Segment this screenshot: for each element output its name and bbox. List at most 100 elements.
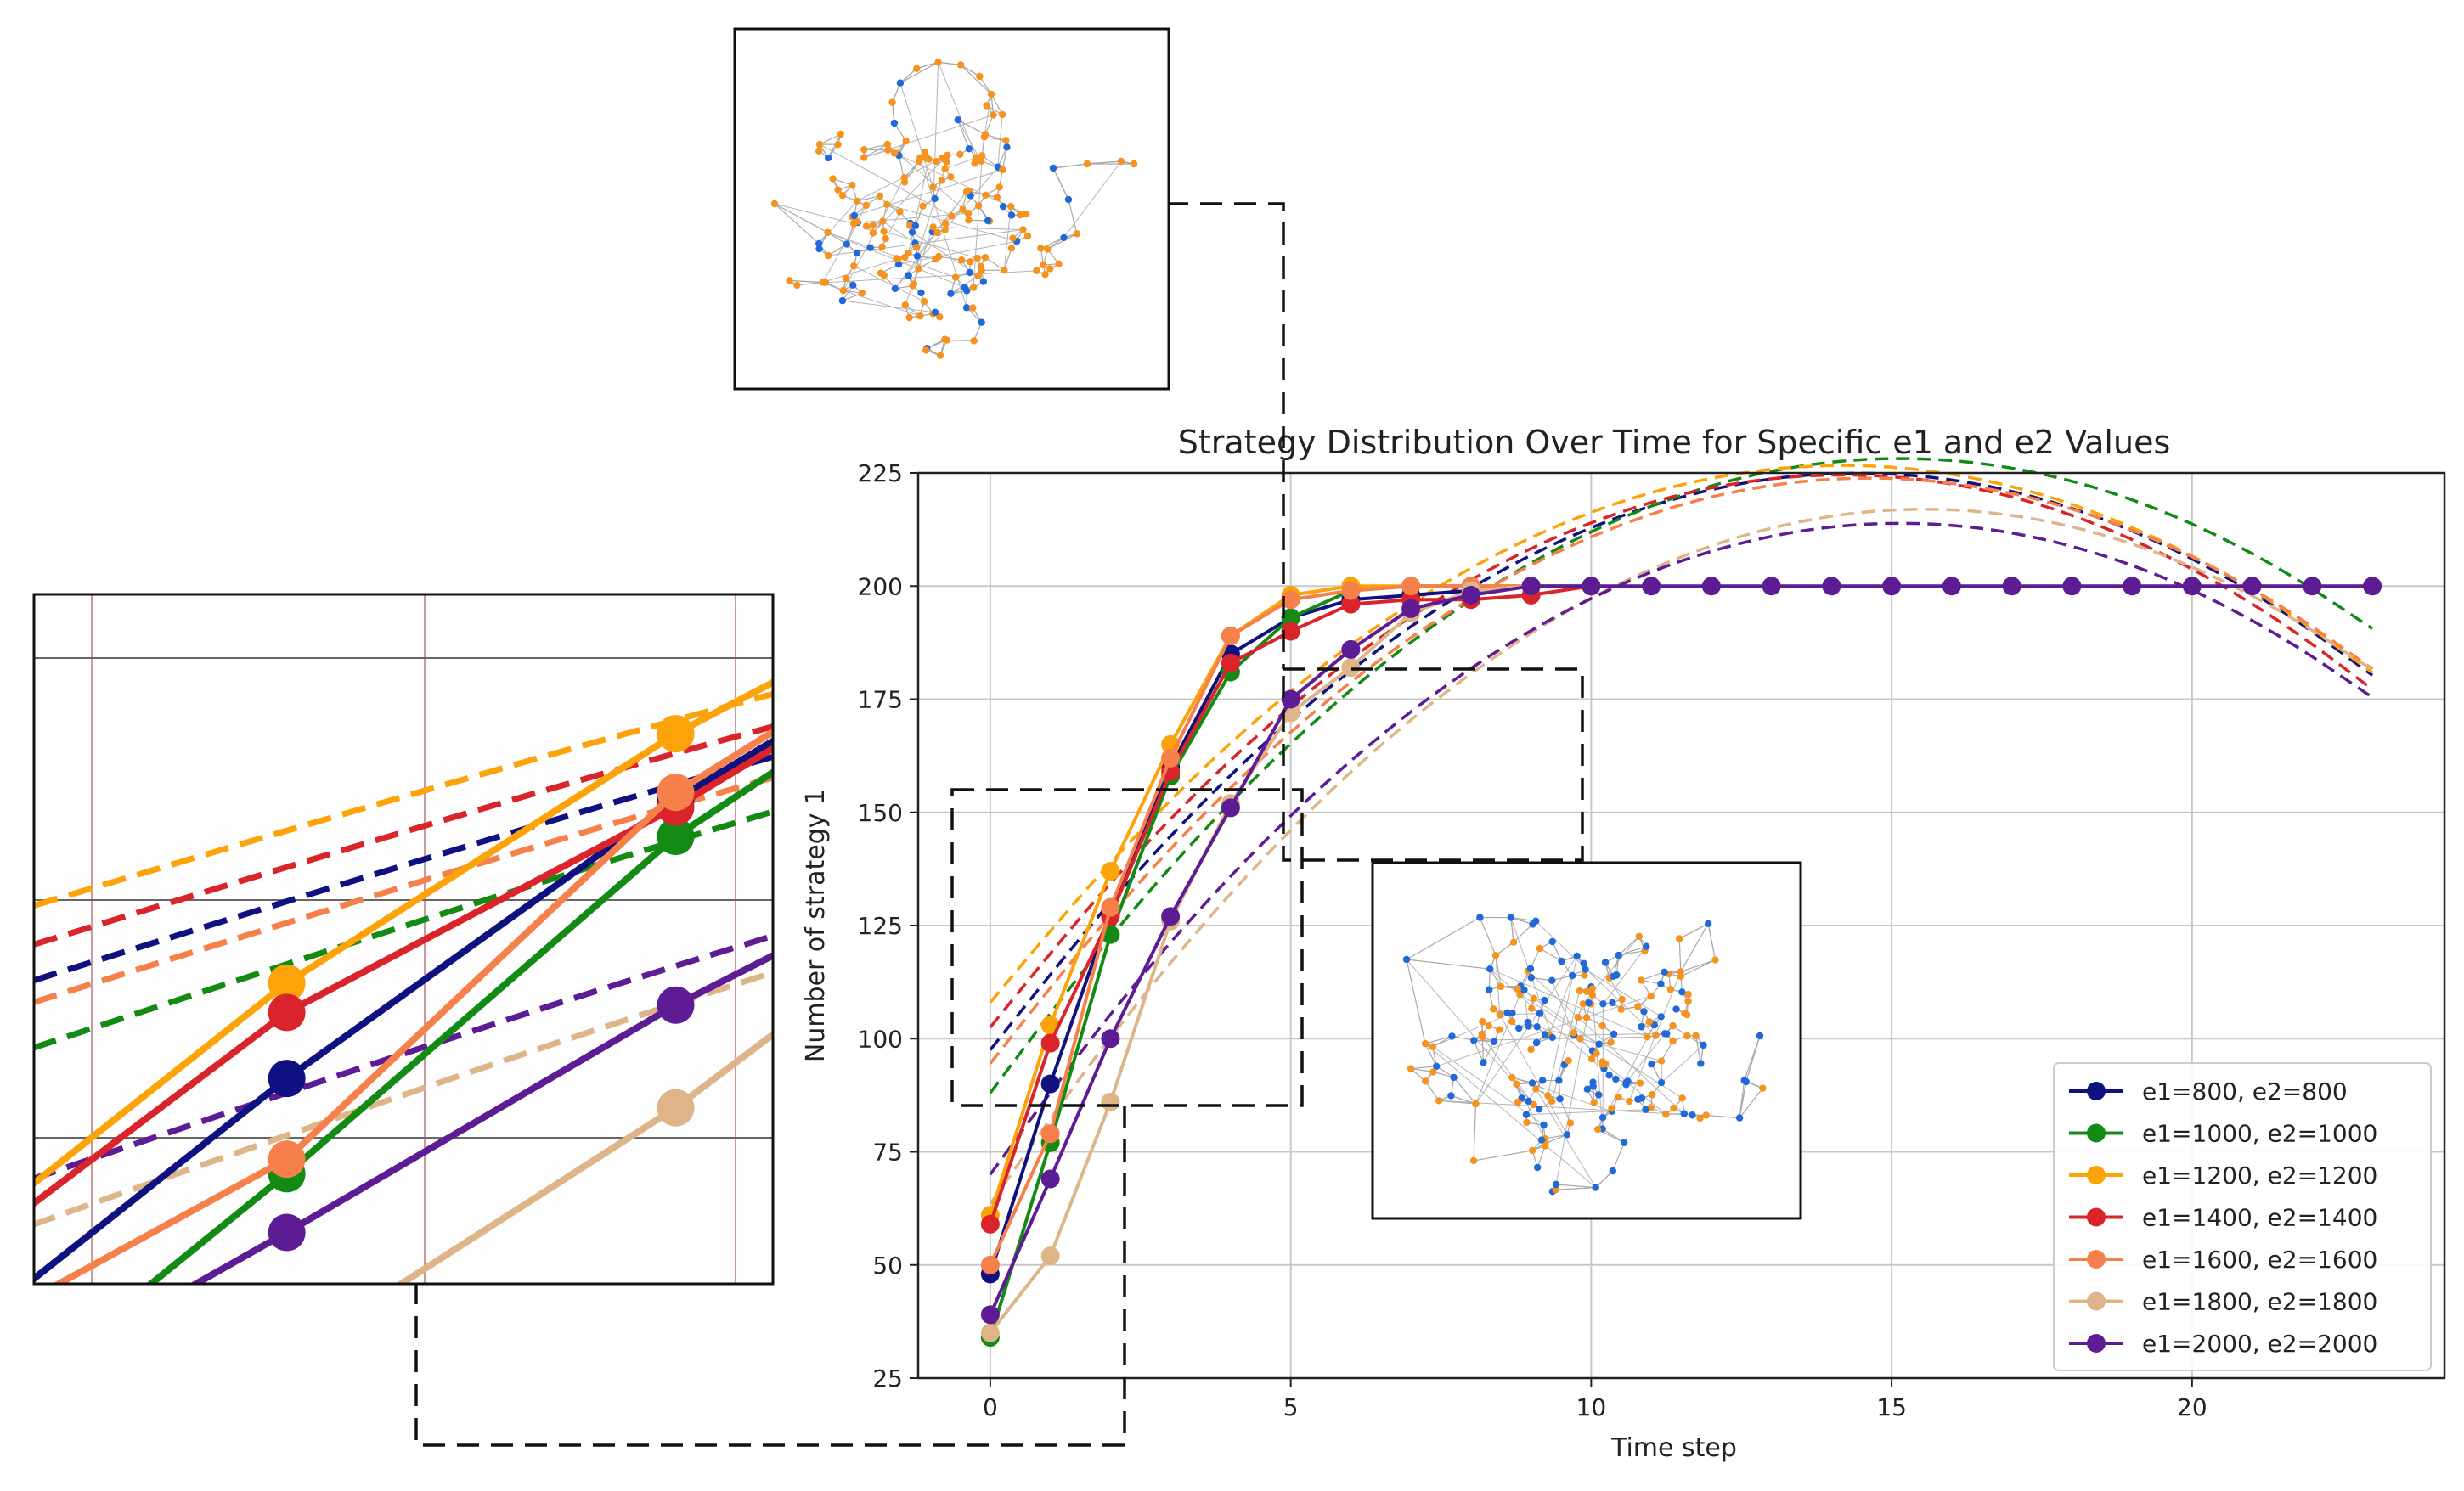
- network-node: [974, 202, 983, 210]
- network-node: [947, 290, 955, 298]
- fit-curve-2: [989, 457, 2374, 1094]
- network-node: [1514, 1098, 1522, 1106]
- network-node: [1537, 1136, 1546, 1144]
- chart-title: Strategy Distribution Over Time for Spec…: [1178, 424, 2171, 461]
- network-node: [1684, 990, 1692, 999]
- network-node: [1634, 1095, 1642, 1103]
- network-node: [974, 272, 982, 279]
- network-node: [959, 205, 967, 214]
- network-edge: [1545, 1134, 1568, 1145]
- network-node: [1514, 985, 1521, 993]
- zoom-series-line: [145, 768, 773, 1284]
- network-node: [890, 149, 899, 157]
- network-node: [1669, 1021, 1677, 1030]
- network-node: [1669, 1037, 1677, 1045]
- network-node: [957, 256, 966, 264]
- network-node: [849, 181, 856, 189]
- network-edge: [960, 64, 980, 77]
- network-node: [1576, 1035, 1584, 1043]
- network-node: [909, 282, 916, 290]
- network-node: [824, 251, 832, 260]
- network-node: [1535, 1106, 1543, 1113]
- network-node: [1526, 965, 1535, 972]
- network-node: [905, 249, 912, 257]
- zoom-data-point: [268, 964, 306, 1002]
- network-node: [947, 173, 955, 181]
- network-node: [1555, 1077, 1563, 1084]
- network-node: [1593, 1049, 1600, 1058]
- network-node: [1491, 952, 1500, 959]
- zoom-data-point: [268, 1213, 306, 1252]
- network-node: [1532, 1085, 1540, 1093]
- network-node: [1595, 1040, 1603, 1048]
- network-edge: [984, 93, 992, 138]
- network-node: [1478, 1030, 1486, 1038]
- zoom-inset-frame: [32, 593, 775, 1286]
- network-node: [1608, 1105, 1615, 1112]
- network-node: [936, 313, 944, 321]
- network-edge: [1068, 199, 1078, 234]
- network-node: [1587, 1055, 1596, 1063]
- network-node: [1601, 1060, 1610, 1068]
- network-edge: [827, 232, 956, 279]
- network-node: [1702, 1111, 1710, 1119]
- network-edge: [1473, 1104, 1477, 1162]
- mid-region-box: [1282, 667, 1584, 862]
- network-node: [1650, 1021, 1659, 1029]
- network-node: [1046, 265, 1054, 273]
- network-edge: [1555, 1186, 1596, 1190]
- network-node: [896, 79, 905, 87]
- network-node: [999, 166, 1006, 174]
- network-node: [941, 165, 949, 173]
- network-edge: [1040, 237, 1064, 249]
- data-point: [980, 1255, 1000, 1274]
- network-node: [1533, 1023, 1541, 1031]
- data-point: [1221, 626, 1240, 645]
- network-node: [1643, 942, 1650, 950]
- data-point: [1461, 585, 1480, 605]
- network-node: [916, 312, 924, 320]
- network-node: [1582, 1014, 1591, 1021]
- legend-marker: [2087, 1291, 2106, 1311]
- network-node: [884, 146, 892, 154]
- x-tick-label: 15: [1876, 1393, 1907, 1421]
- network-node: [984, 217, 992, 225]
- network-node: [1740, 1077, 1748, 1084]
- network-node: [882, 234, 889, 243]
- y-tick-label: 175: [858, 686, 903, 714]
- network-node: [839, 287, 848, 295]
- network-edge: [1555, 1184, 1596, 1189]
- network-node: [925, 155, 933, 163]
- data-point: [1341, 658, 1361, 678]
- network-edge: [1551, 980, 1575, 1036]
- network-node: [1541, 996, 1548, 1004]
- data-point: [1341, 594, 1361, 614]
- network-edge: [797, 281, 823, 286]
- network-node: [1607, 1038, 1615, 1046]
- network-inset-top-frame: [733, 27, 1170, 391]
- network-node: [990, 111, 997, 119]
- network-node: [1448, 1032, 1456, 1040]
- network-edge: [1539, 948, 1562, 962]
- network-edge: [1547, 955, 1578, 1096]
- zoom-annotations: [414, 202, 1584, 1447]
- network-node: [1476, 914, 1484, 921]
- network-node: [1566, 1119, 1575, 1127]
- network-node: [1003, 143, 1011, 151]
- network-node: [1617, 1005, 1625, 1013]
- network-node: [1508, 1073, 1516, 1082]
- network-node: [890, 119, 899, 127]
- network-node: [971, 160, 978, 167]
- network-node: [1759, 1084, 1767, 1092]
- network-edge: [1552, 941, 1563, 962]
- network-node: [1507, 914, 1514, 921]
- network-node: [1670, 1104, 1677, 1112]
- network-node: [1552, 1185, 1559, 1194]
- network-edge: [1432, 1012, 1513, 1048]
- network-edge: [864, 149, 888, 151]
- network-node: [1689, 1111, 1696, 1119]
- network-node: [965, 145, 973, 153]
- network-node: [1523, 1118, 1531, 1127]
- network-edge: [1452, 1035, 1474, 1041]
- network-node: [1503, 1009, 1511, 1016]
